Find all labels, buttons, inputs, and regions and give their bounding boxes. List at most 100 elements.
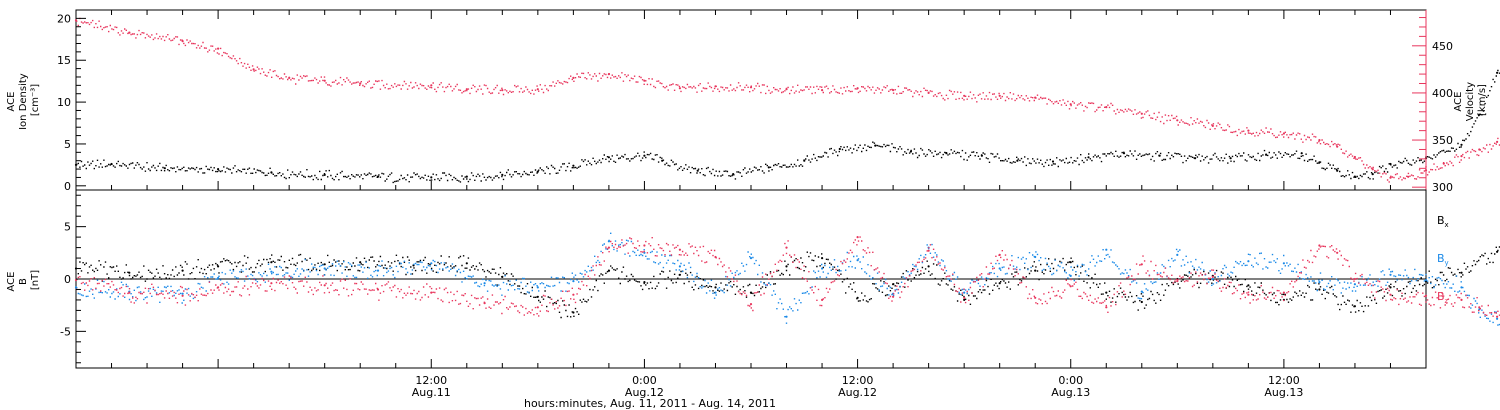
data-point — [323, 284, 326, 287]
data-point — [696, 169, 699, 172]
density-tick-label: 10 — [57, 96, 71, 109]
data-point — [1336, 145, 1339, 148]
data-point — [803, 159, 806, 162]
data-point — [1496, 71, 1499, 74]
data-point — [536, 295, 539, 298]
density-tick-label: 20 — [57, 12, 71, 25]
data-point — [963, 291, 966, 294]
data-point — [483, 282, 486, 285]
data-point — [678, 248, 682, 251]
data-point — [1140, 263, 1143, 266]
data-point — [572, 76, 575, 79]
data-point — [1247, 129, 1250, 132]
data-point — [74, 19, 78, 22]
series-points — [76, 69, 1500, 184]
data-point — [892, 295, 895, 298]
data-point — [1496, 140, 1499, 143]
velocity-axis-title: ACE Velocity [km/s] — [1453, 79, 1488, 121]
data-point — [1122, 152, 1126, 155]
data-point — [714, 286, 717, 289]
data-point — [678, 273, 682, 276]
data-point — [217, 168, 220, 171]
data-point — [572, 280, 575, 283]
density-axis-ticks: 0 5 10 15 20 — [57, 12, 86, 193]
bottom-panel-ticks — [111, 359, 1427, 368]
data-point — [359, 261, 362, 264]
data-point — [1140, 290, 1143, 293]
data-point — [1353, 283, 1356, 286]
data-point — [1105, 291, 1108, 294]
data-point — [1034, 96, 1037, 99]
data-point — [1318, 244, 1321, 247]
series-points — [76, 17, 1500, 183]
data-point — [483, 302, 486, 305]
data-point — [785, 246, 788, 249]
data-point — [1176, 119, 1179, 122]
data-point — [998, 267, 1001, 270]
data-point — [1016, 159, 1019, 162]
data-point — [1460, 271, 1463, 274]
data-point — [1318, 281, 1321, 284]
data-point — [785, 315, 788, 318]
data-point — [661, 159, 664, 162]
data-point — [163, 167, 166, 170]
density-tick-label: 0 — [64, 180, 71, 193]
data-point — [785, 88, 788, 91]
data-point — [980, 154, 984, 157]
data-point — [821, 298, 824, 301]
b-tick-label: -5 — [60, 325, 71, 338]
data-point — [1034, 296, 1037, 299]
data-point — [430, 291, 433, 294]
data-point — [1282, 262, 1285, 265]
time-axis-title: hours:minutes, Aug. 11, 2011 - Aug. 14, … — [524, 397, 776, 410]
series-x — [74, 246, 1500, 319]
b-tick-label: 5 — [64, 221, 71, 234]
data-point — [74, 163, 78, 166]
data-point — [643, 244, 646, 247]
data-point — [1389, 162, 1392, 166]
velocity-tick-label: 350 — [1432, 134, 1453, 147]
data-point — [1176, 253, 1179, 256]
data-point — [607, 246, 611, 249]
density-axis-title: ACE Ion Density [cm⁻³] — [6, 70, 41, 130]
data-point — [128, 271, 131, 274]
data-point — [927, 249, 930, 252]
data-point — [714, 255, 717, 259]
data-point — [749, 303, 753, 306]
data-point — [376, 269, 380, 272]
top-panel-series — [74, 17, 1500, 184]
data-point — [749, 291, 753, 294]
data-point — [323, 79, 326, 82]
data-point — [1034, 269, 1037, 272]
data-point — [1265, 153, 1268, 156]
data-point — [1176, 280, 1179, 283]
x-tick-date-label: Aug.13 — [1051, 386, 1090, 399]
data-point — [643, 281, 646, 284]
data-point — [643, 154, 646, 157]
data-point — [1460, 286, 1463, 289]
x-tick-date-label: Aug.12 — [838, 386, 877, 399]
data-point — [1318, 139, 1321, 142]
data-point — [1478, 113, 1481, 116]
data-point — [1407, 175, 1410, 178]
data-point — [732, 173, 735, 176]
data-point — [217, 276, 220, 280]
data-point — [927, 265, 930, 268]
data-point — [501, 173, 504, 176]
data-point — [128, 291, 131, 294]
data-point — [1140, 300, 1143, 304]
data-point — [536, 88, 539, 91]
data-point — [1389, 286, 1392, 289]
velocity-tick-label: 400 — [1432, 87, 1453, 100]
data-point — [376, 288, 380, 291]
data-point — [1158, 154, 1161, 157]
x-tick-label: 0:00 — [632, 374, 657, 387]
data-point — [998, 282, 1001, 285]
data-point — [838, 147, 841, 151]
data-point — [572, 311, 575, 314]
data-point — [998, 94, 1001, 97]
legend-item-bx: Bx — [1437, 214, 1449, 229]
data-point — [1389, 176, 1392, 179]
data-point — [1069, 274, 1072, 277]
